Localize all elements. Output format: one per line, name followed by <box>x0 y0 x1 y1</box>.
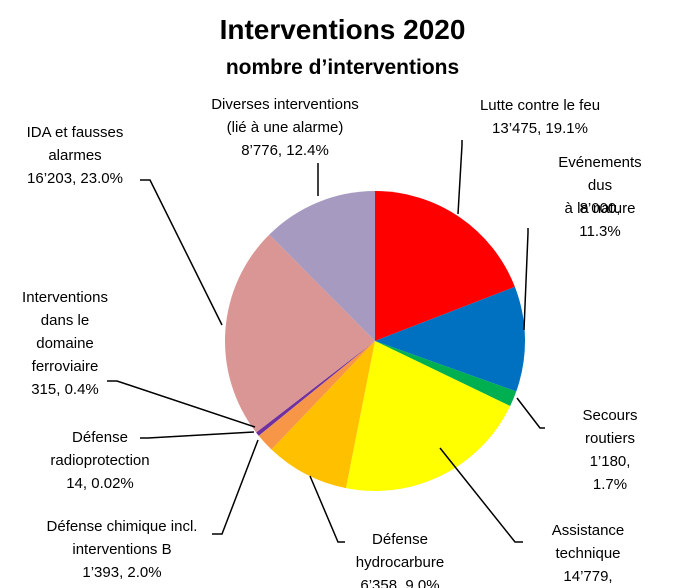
leader-line <box>439 447 523 543</box>
value-label: 6’358, 9.0% <box>360 577 440 588</box>
value-label: 1’393, 2.0% <box>82 564 162 581</box>
slice-label: Défense chimique incl. interventions B <box>46 518 198 558</box>
slice-label: Assistance technique <box>551 522 625 562</box>
pie-slice <box>256 341 375 436</box>
leader-line <box>523 228 529 331</box>
pie-slice <box>269 191 375 341</box>
pie-slice <box>375 341 517 407</box>
slice-label: Lutte contre le feu <box>479 97 601 114</box>
leader-line <box>309 475 345 543</box>
slice-label: Défense hydrocarbure <box>355 531 445 571</box>
leader-line <box>457 140 463 215</box>
chart-subtitle: nombre d’interventions <box>225 56 460 79</box>
value-label: 16’203, 23.0% <box>27 170 123 187</box>
value-label: 8’000, 11.3% <box>579 200 621 240</box>
pie-slice <box>258 341 375 450</box>
chart-title: Interventions 2020 <box>219 14 466 45</box>
value-label: 315, 0.4% <box>31 381 99 398</box>
value-label: 14’779, 21.0% <box>563 568 613 585</box>
value-label: 13’475, 19.1% <box>492 120 588 137</box>
pie-slice <box>345 341 511 491</box>
leader-line <box>140 179 223 326</box>
slice-label: Défense radioprotection <box>50 429 150 469</box>
pie-slice <box>271 341 375 489</box>
leader-line <box>516 397 545 429</box>
slice-label: Evénements dus à la nature <box>558 154 642 217</box>
slice-label: Diverses interventions (lié à une alarme… <box>211 96 359 136</box>
leader-line <box>212 439 259 535</box>
value-label: 14, 0.02% <box>66 475 134 492</box>
slice-label: Interventions dans le domaine ferroviair… <box>22 289 108 375</box>
value-label: 8’776, 12.4% <box>241 142 329 159</box>
leader-line <box>107 380 256 428</box>
slice-label: IDA et fausses alarmes <box>26 124 124 164</box>
pie-slice <box>258 341 375 436</box>
pie-slice <box>375 191 515 341</box>
leader-line <box>140 431 255 439</box>
pie-slice <box>225 234 375 433</box>
slice-label: Secours routiers <box>582 407 638 447</box>
pie-slice <box>375 286 525 392</box>
value-label: 1’180, 1.7% <box>589 453 631 493</box>
